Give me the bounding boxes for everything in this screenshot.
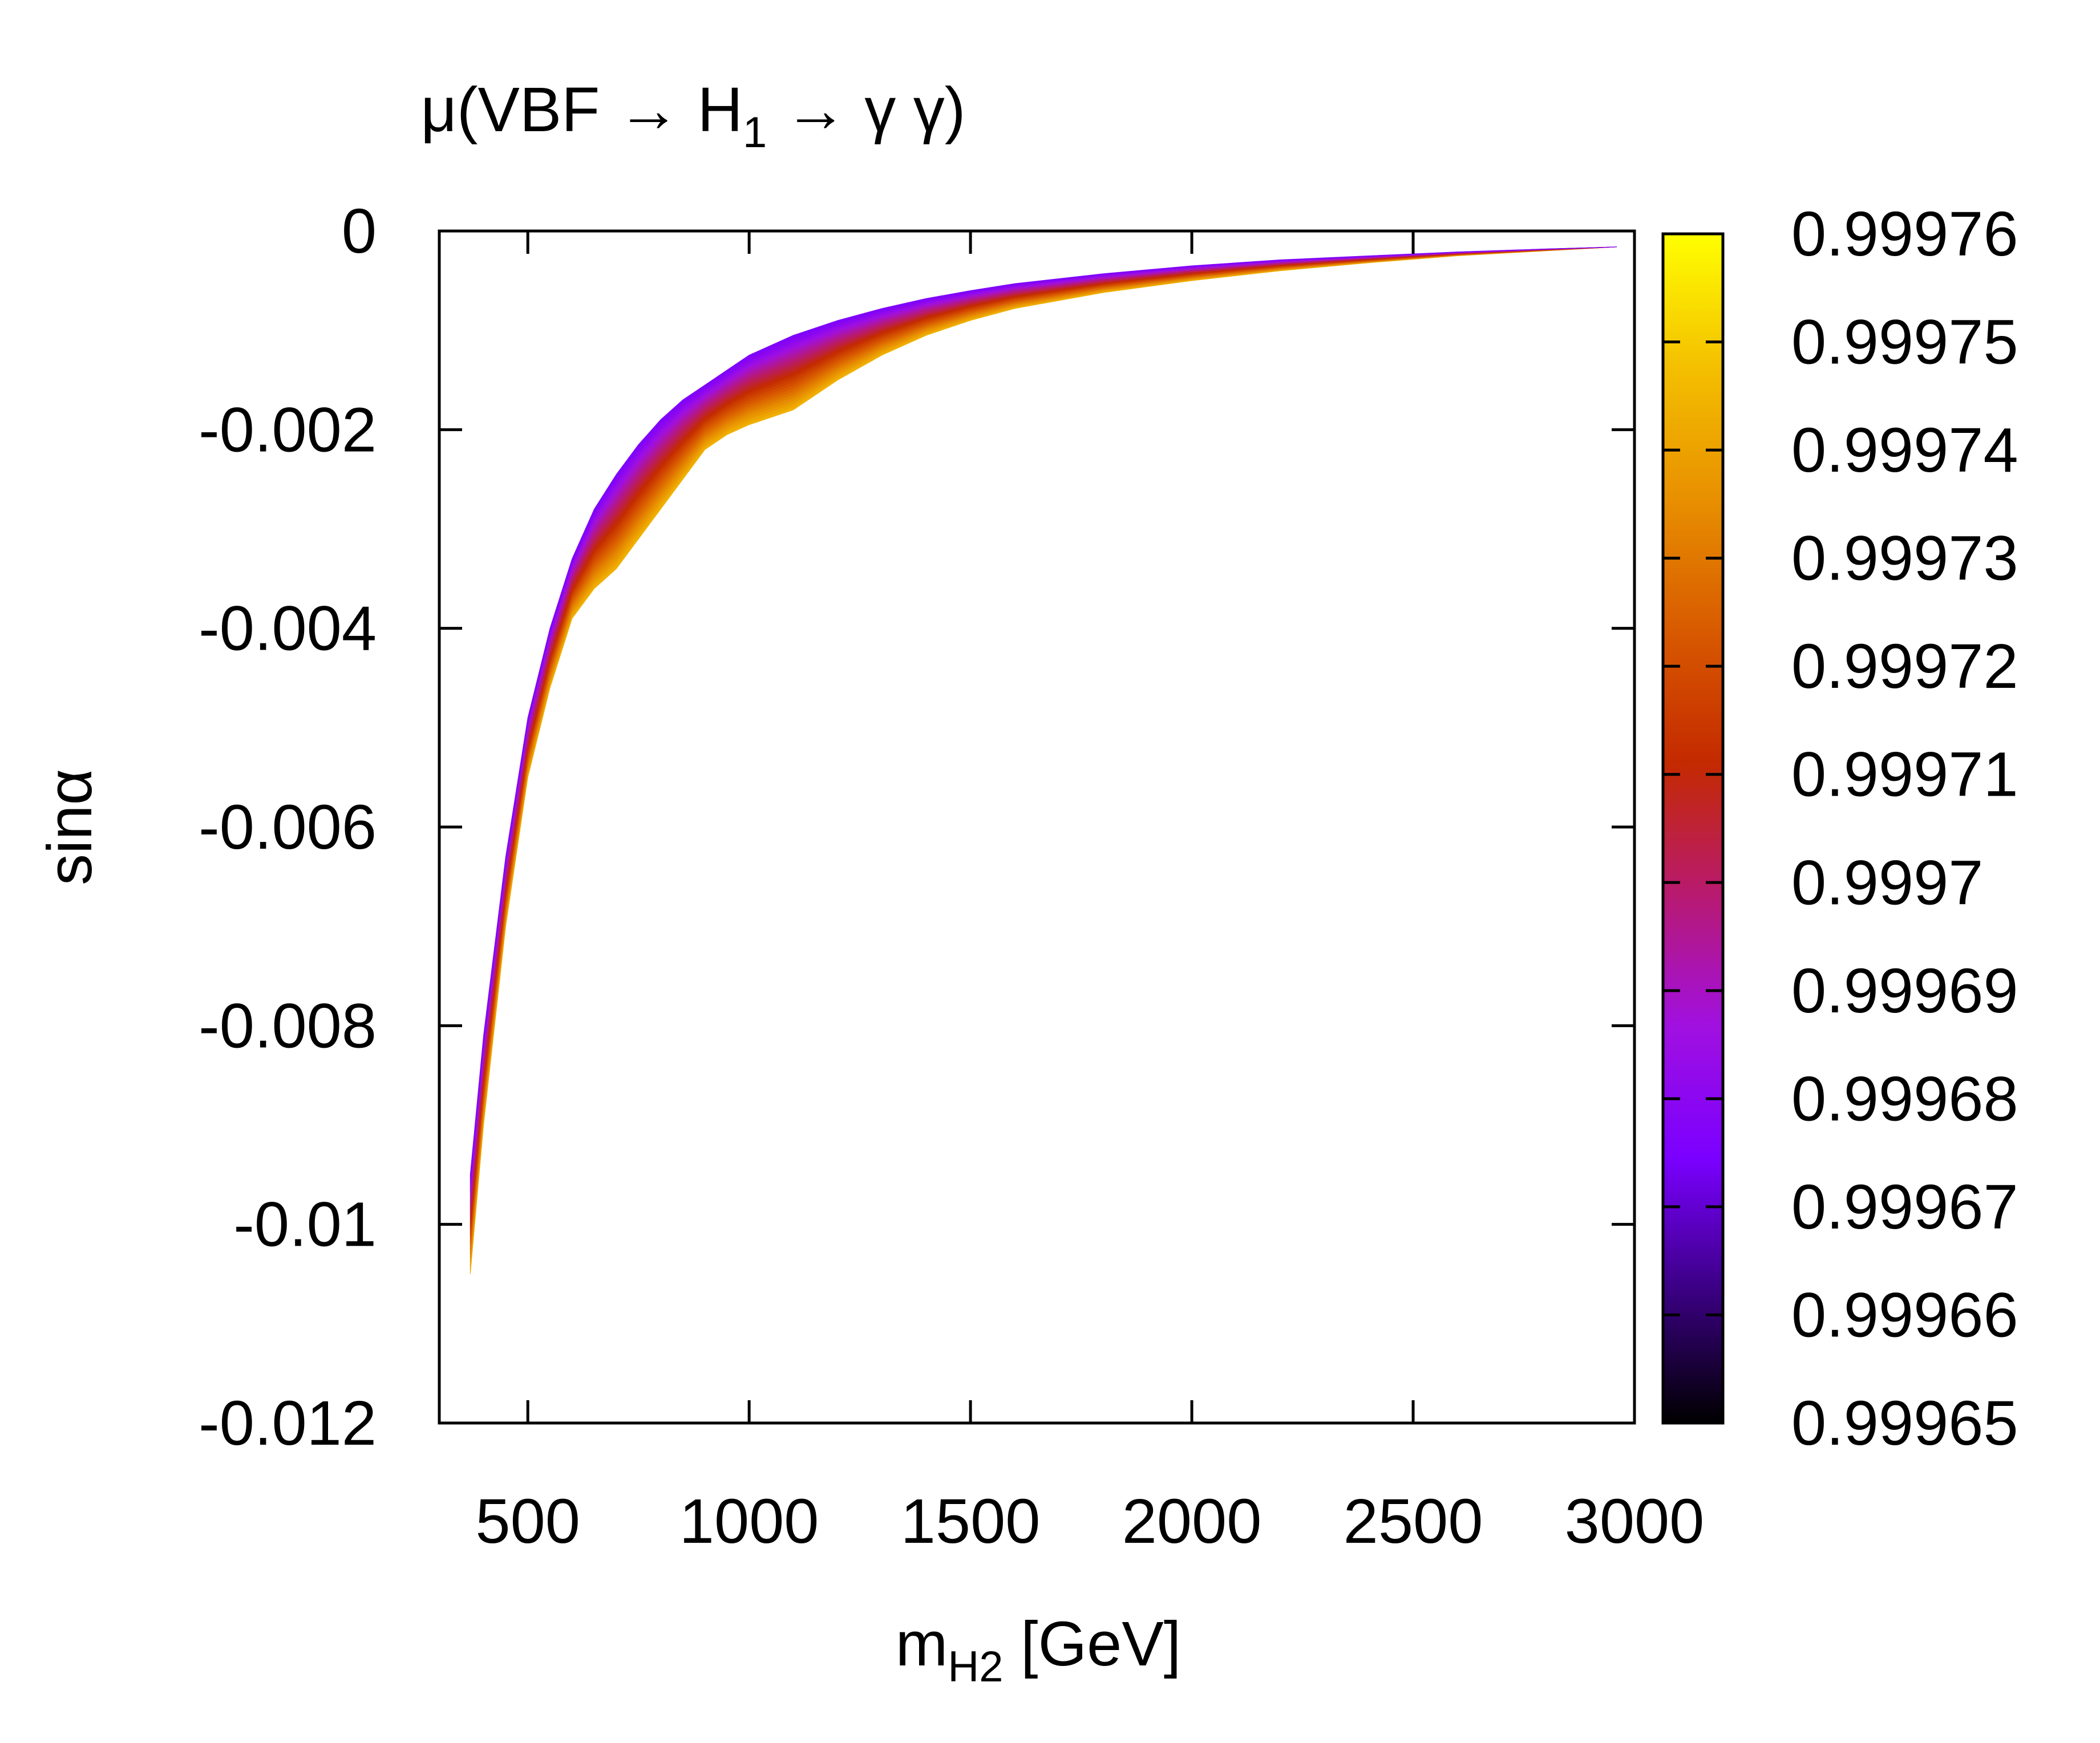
x-tick-label: 500: [475, 1486, 580, 1556]
band-slice: [470, 246, 1617, 1233]
band-slice: [470, 246, 1617, 1200]
y-tick-label: -0.008: [199, 991, 377, 1061]
band-slice: [470, 246, 1617, 1237]
colorbar-tick-label: 0.99967: [1791, 1172, 2018, 1242]
x-tick-label: 2000: [1122, 1486, 1262, 1556]
band-slice: [470, 246, 1617, 1191]
band-slice: [470, 246, 1617, 1225]
colorbar-tick-label: 0.99966: [1791, 1280, 2018, 1350]
band-slice: [470, 246, 1617, 1274]
y-tick-label: -0.002: [199, 395, 377, 465]
band-slice: [470, 246, 1617, 1270]
x-tick-label: 3000: [1565, 1486, 1705, 1556]
title-suffix: → γ γ): [767, 75, 965, 145]
band-slice: [470, 246, 1617, 1221]
band-slice: [470, 246, 1617, 1254]
x-tick-label: 1000: [679, 1486, 819, 1556]
band-slice: [470, 246, 1617, 1262]
colorbar-tick-label: 0.99975: [1791, 307, 2018, 378]
band-slice: [470, 246, 1617, 1195]
y-axis-label: sinα: [35, 769, 105, 885]
x-label-unit: [GeV]: [1004, 1609, 1181, 1679]
colorbar-tick-label: 0.99976: [1791, 199, 2018, 269]
band-slice: [470, 246, 1617, 1241]
colorbar-tick-label: 0.9997: [1791, 848, 1983, 918]
colorbar-tick-label: 0.99972: [1791, 631, 2018, 702]
colorbar: [1661, 232, 1725, 1425]
band-slice: [470, 246, 1617, 1258]
title-subscript: 1: [743, 108, 767, 157]
colorbar-tick-label: 0.99969: [1791, 956, 2018, 1026]
band-slice: [470, 246, 1617, 1179]
band-slice: [470, 246, 1617, 1204]
x-tick-label: 1500: [901, 1486, 1041, 1556]
y-tick-label: -0.01: [233, 1190, 377, 1260]
band-slice: [470, 246, 1617, 1250]
colorbar-ticks: 0.99965 0.99966 0.99967 0.99968 0.99969 0.999…: [1663, 199, 2018, 1458]
band-slice: [470, 246, 1617, 1246]
colorbar-tick-label: 0.99973: [1791, 524, 2018, 594]
y-tick-label: -0.004: [199, 594, 377, 664]
data-band: [470, 246, 1617, 1274]
title-prefix: μ(VBF → H: [420, 75, 743, 145]
band-slice: [470, 246, 1617, 1266]
y-tick-label: -0.012: [199, 1388, 377, 1458]
band-slice: [470, 246, 1617, 1229]
colorbar-tick-label: 0.99965: [1791, 1388, 2018, 1458]
y-tick-label: 0: [342, 196, 377, 266]
chart-title: μ(VBF → H1 → γ γ): [420, 75, 965, 157]
band-slice: [470, 246, 1617, 1212]
band-slice: [470, 246, 1617, 1183]
y-axis-ticks: 0 -0.002 -0.004 -0.006 -0.008 -0.01 -0.012: [199, 196, 1634, 1458]
band-slice: [470, 246, 1617, 1187]
colorbar-tick-label: 0.99971: [1791, 740, 2018, 810]
plot-frame: [438, 229, 1636, 1425]
x-label-main: m: [896, 1609, 948, 1679]
y-tick-label: -0.006: [199, 792, 377, 862]
x-axis-ticks: 500 1000 1500 2000 2500 3000: [475, 231, 1704, 1556]
colorbar-tick-label: 0.99968: [1791, 1064, 2018, 1134]
x-label-subscript: H2: [948, 1643, 1003, 1691]
band-slice: [470, 246, 1617, 1217]
colorbar-tick-label: 0.99974: [1791, 415, 2018, 485]
x-axis-label: mH2 [GeV]: [896, 1609, 1181, 1691]
x-tick-label: 2500: [1344, 1486, 1483, 1556]
band-slice: [470, 246, 1617, 1208]
